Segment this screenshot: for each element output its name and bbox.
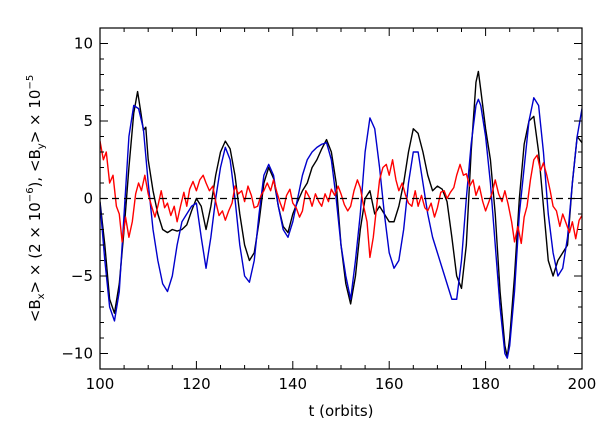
y-tick-label: 0 xyxy=(83,190,93,208)
y-tick-label: −5 xyxy=(71,267,93,285)
series-line-2 xyxy=(100,141,582,259)
x-tick-label: 140 xyxy=(278,375,307,393)
y-title-mid: ), <B xyxy=(26,149,44,187)
x-tick-label: 160 xyxy=(375,375,404,393)
y-tick-label: −10 xyxy=(61,345,93,363)
x-tick-label: 200 xyxy=(568,375,597,393)
y-tick-label: 10 xyxy=(74,35,93,53)
y-axis-title: <Bx> × (2 × 10−6), <By> × 10−5 xyxy=(25,75,47,322)
y-title-by-sub: y xyxy=(36,143,47,149)
x-tick-label: 100 xyxy=(86,375,115,393)
ticks-layer: 100 120 140 160 180 200 −10 −5 0 5 10 xyxy=(61,27,597,393)
series-line-1 xyxy=(100,97,582,359)
y-title-bx-close: > × (2 × 10 xyxy=(26,202,44,293)
x-tick-label: 120 xyxy=(182,375,211,393)
y-tick-label: 5 xyxy=(83,112,93,130)
series-layer xyxy=(100,70,582,359)
x-tick-label: 180 xyxy=(471,375,500,393)
y-title-bx-sub: x xyxy=(36,293,47,299)
y-title-by-close: > × 10 xyxy=(26,90,44,144)
x-axis-title: t (orbits) xyxy=(308,402,373,420)
y-title-by-exp: −5 xyxy=(25,75,36,90)
y-title-bx-open: <B xyxy=(26,299,44,322)
y-title-bx-exp: −6 xyxy=(25,187,36,202)
